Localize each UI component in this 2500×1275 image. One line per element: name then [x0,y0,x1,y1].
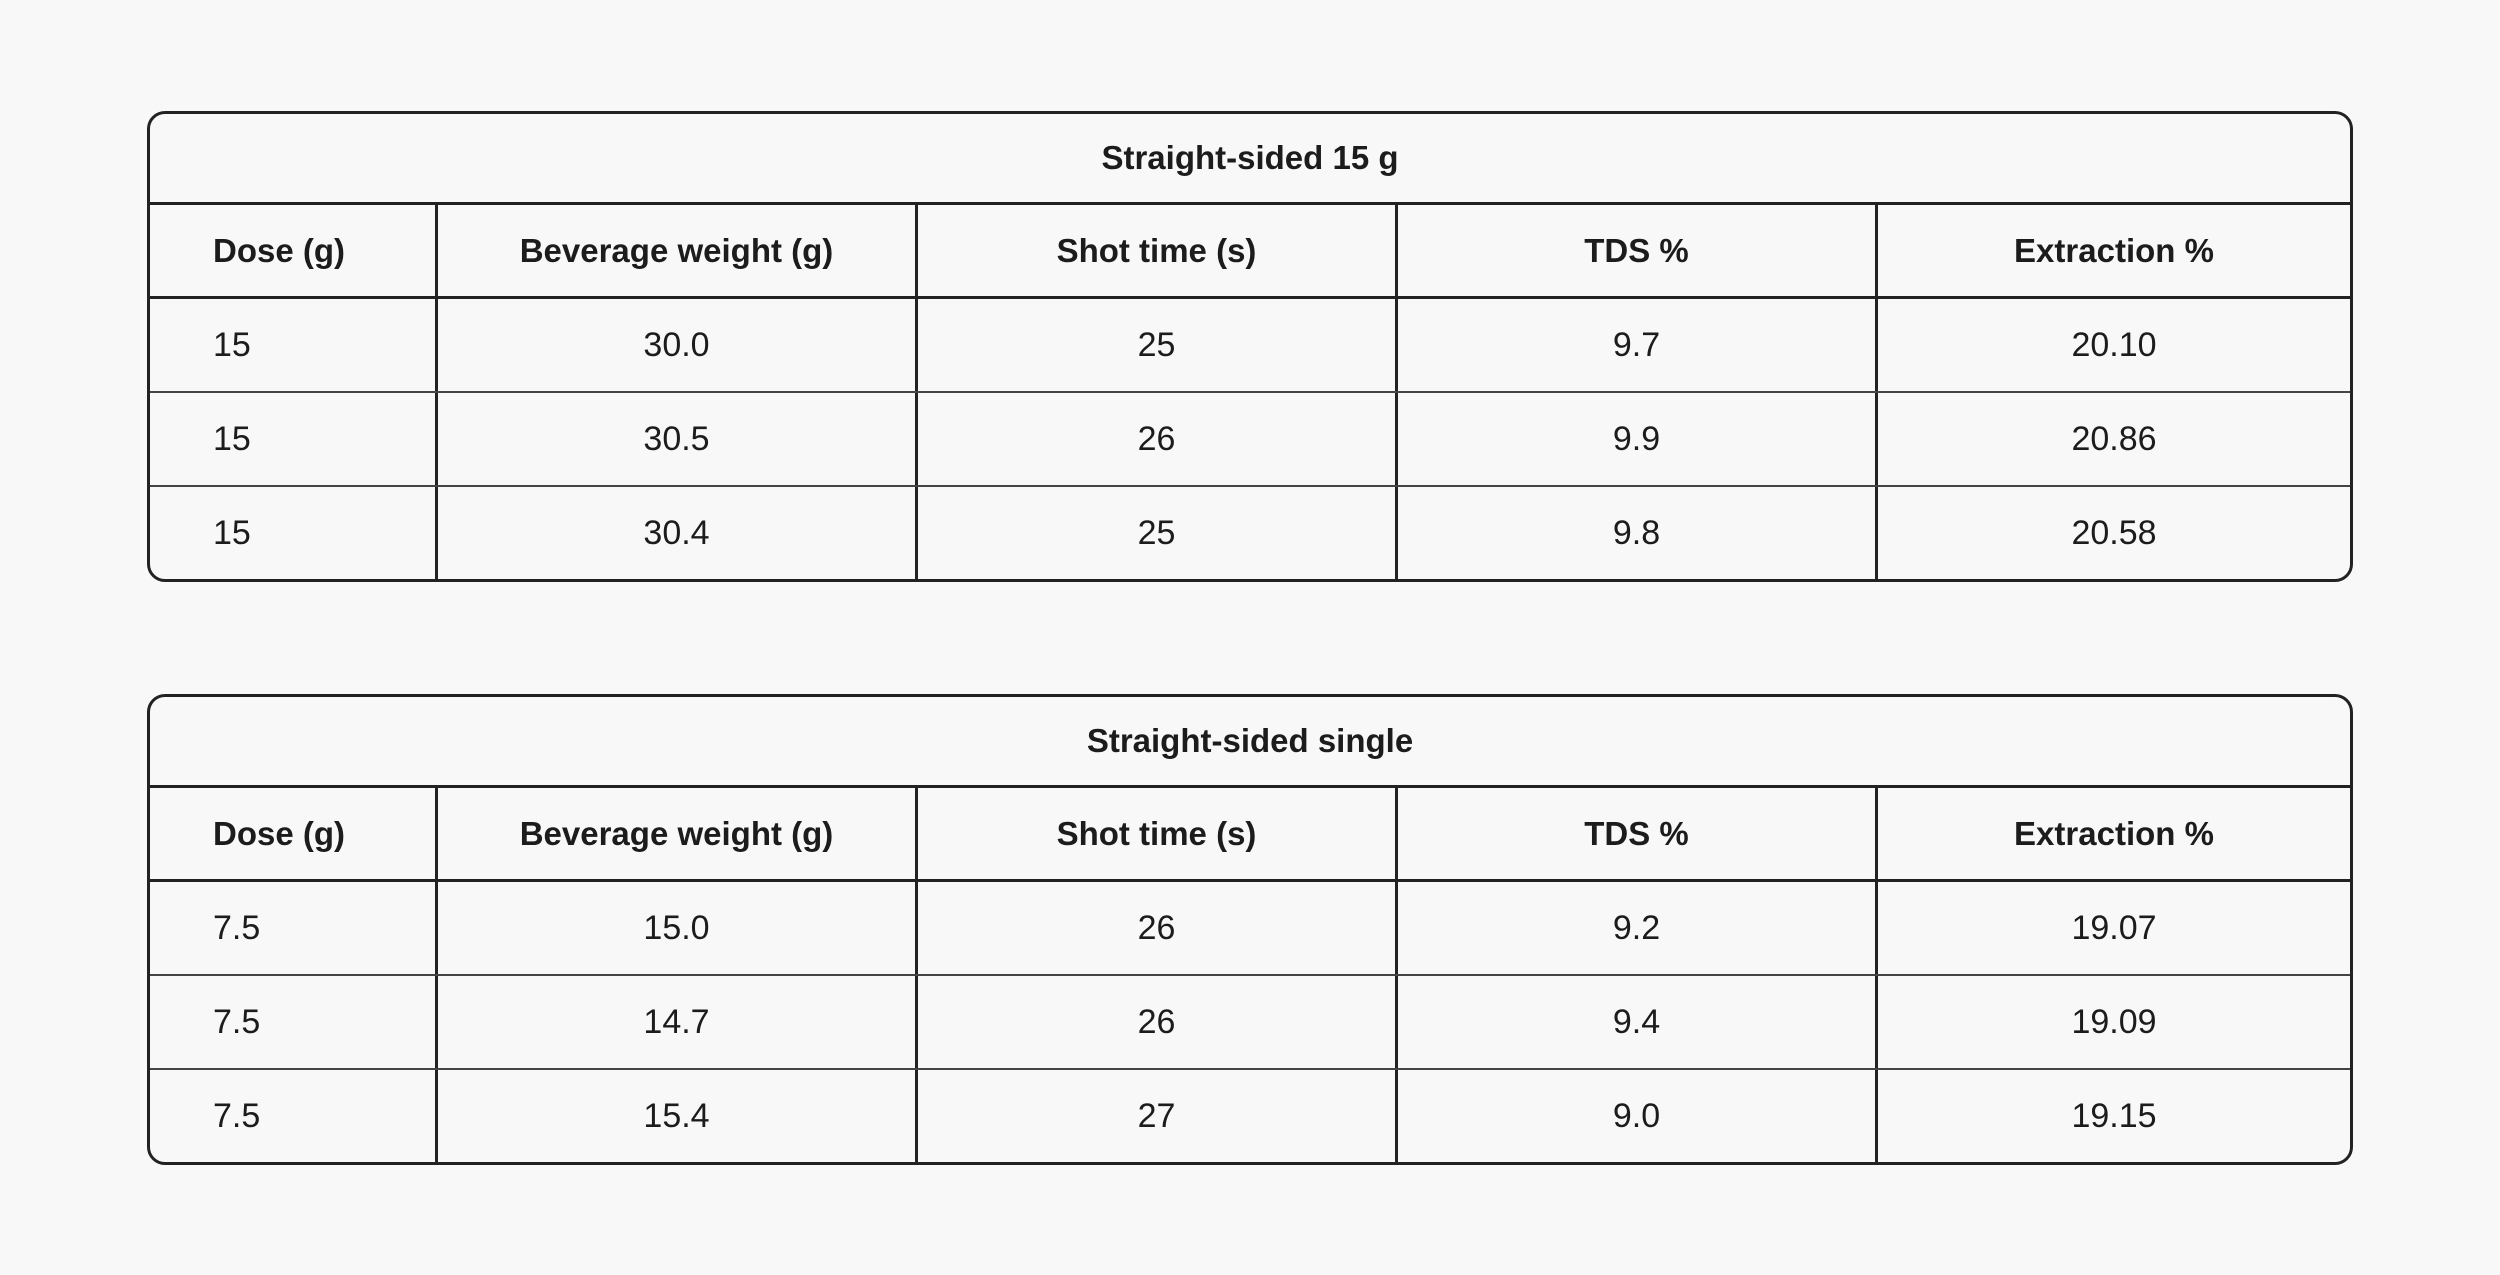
cell-beverage-weight: 30.5 [438,393,918,485]
cell-shot-time: 25 [918,487,1398,579]
cell-extraction: 20.10 [2071,325,2157,364]
cell-tds: 9.8 [1398,487,1878,579]
cell-dose: 7.5 [150,1070,438,1162]
cell-dose: 15 [150,299,438,391]
cell-dose: 15 [150,487,438,579]
cell-tds: 9.0 [1398,1070,1878,1162]
cell-beverage-weight: 14.7 [438,976,918,1068]
table-header-row: Dose (g) Beverage weight (g) Shot time (… [150,205,2350,299]
table-row: 15 30.4 25 9.8 20.58 [150,487,2350,579]
header-tds: TDS % [1398,788,1878,879]
header-dose: Dose (g) [150,788,438,879]
table-title: Straight-sided 15 g [150,114,2350,205]
cell-shot-time: 25 [918,299,1398,391]
cell-shot-time: 26 [918,882,1398,974]
cell-extraction: 20.86 [2071,419,2157,458]
cell-beverage-weight: 30.0 [438,299,918,391]
cell-extraction: 19.09 [2071,1002,2157,1041]
header-shot-time: Shot time (s) [918,205,1398,296]
header-extraction: Extraction % [2014,814,2214,852]
header-extraction: Extraction % [2014,231,2214,269]
table-row: 15 30.0 25 9.7 20.10 [150,299,2350,393]
cell-beverage-weight: 30.4 [438,487,918,579]
header-dose: Dose (g) [150,205,438,296]
header-beverage-weight: Beverage weight (g) [438,788,918,879]
header-beverage-weight: Beverage weight (g) [438,205,918,296]
results-table-15g: Straight-sided 15 g Dose (g) Beverage we… [147,111,2353,582]
cell-tds: 9.4 [1398,976,1878,1068]
cell-tds: 9.2 [1398,882,1878,974]
table-row: 15 30.5 26 9.9 20.86 [150,393,2350,487]
cell-shot-time: 26 [918,393,1398,485]
cell-beverage-weight: 15.4 [438,1070,918,1162]
cell-shot-time: 26 [918,976,1398,1068]
cell-extraction: 19.15 [2071,1096,2157,1135]
table-title: Straight-sided single [150,697,2350,788]
cell-extraction: 20.58 [2071,513,2157,552]
header-tds: TDS % [1398,205,1878,296]
cell-shot-time: 27 [918,1070,1398,1162]
cell-beverage-weight: 15.0 [438,882,918,974]
table-row: 7.5 15.0 26 9.2 19.07 [150,882,2350,976]
cell-dose: 7.5 [150,882,438,974]
table-row: 7.5 14.7 26 9.4 19.09 [150,976,2350,1070]
cell-extraction: 19.07 [2071,908,2157,947]
cell-dose: 15 [150,393,438,485]
table-header-row: Dose (g) Beverage weight (g) Shot time (… [150,788,2350,882]
results-table-single: Straight-sided single Dose (g) Beverage … [147,694,2353,1165]
header-shot-time: Shot time (s) [918,788,1398,879]
cell-tds: 9.7 [1398,299,1878,391]
cell-tds: 9.9 [1398,393,1878,485]
cell-dose: 7.5 [150,976,438,1068]
table-row: 7.5 15.4 27 9.0 19.15 [150,1070,2350,1162]
